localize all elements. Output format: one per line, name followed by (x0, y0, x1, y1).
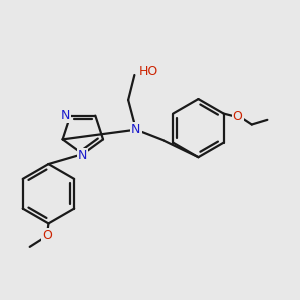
Text: O: O (42, 230, 52, 242)
Text: N: N (131, 123, 141, 136)
Text: HO: HO (139, 65, 158, 78)
Text: N: N (78, 149, 88, 162)
Text: O: O (233, 110, 243, 123)
Text: N: N (61, 109, 70, 122)
